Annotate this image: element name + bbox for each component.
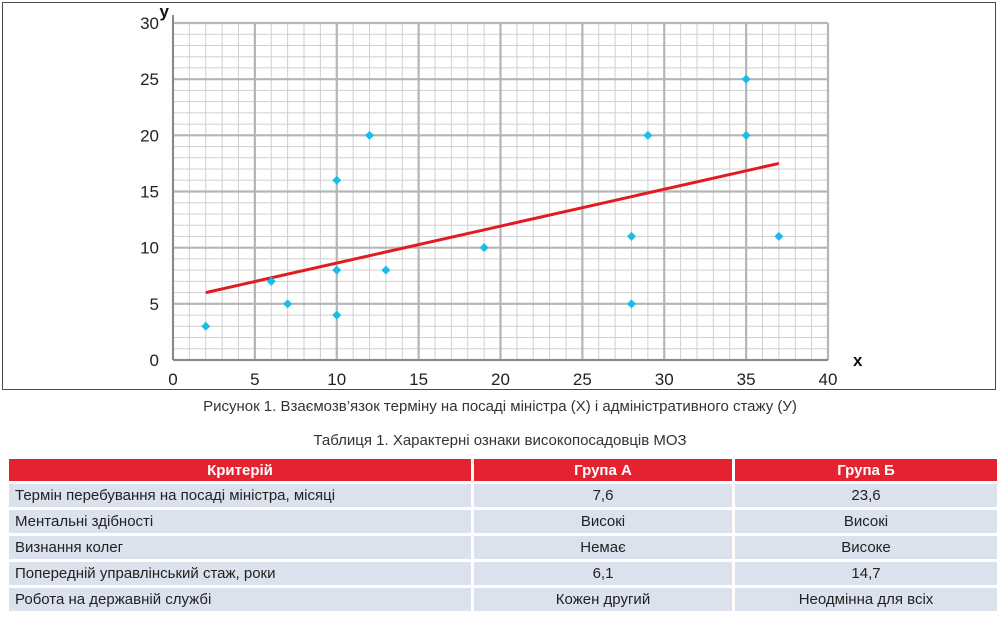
row-group-a: Немає (474, 536, 732, 559)
header-criterion: Критерій (9, 459, 471, 481)
header-group-a: Група А (474, 459, 732, 481)
header-group-b: Група Б (735, 459, 997, 481)
table-caption: Таблиця 1. Характерні ознаки високопосад… (313, 432, 687, 449)
row-group-b: Високі (735, 510, 997, 533)
table-row: Ментальні здібності Високі Високі (9, 510, 997, 533)
data-point (643, 130, 653, 140)
data-point (627, 299, 636, 309)
row-criterion: Визнання колег (9, 536, 471, 559)
table-row: Попередній управлінський стаж, роки 6,1 … (9, 562, 997, 585)
x-tick-label: 35 (737, 370, 756, 389)
y-tick-label: 10 (140, 239, 159, 258)
data-point (627, 231, 636, 241)
data-point (774, 231, 784, 241)
x-tick-label: 15 (409, 370, 428, 389)
x-axis-label: x (853, 351, 863, 370)
y-tick-label: 20 (140, 126, 159, 145)
row-criterion: Попередній управлінський стаж, роки (9, 562, 471, 585)
x-tick-label: 25 (573, 370, 592, 389)
data-point (332, 175, 342, 185)
x-tick-label: 20 (491, 370, 510, 389)
table-row: Робота на державній службі Кожен другий … (9, 588, 997, 611)
data-point (479, 243, 489, 253)
scatter-chart: 0 5 10 15 20 25 30 35 40 0 5 10 15 20 25 30 x y (140, 2, 863, 389)
data-point (332, 265, 342, 275)
row-group-a: 6,1 (474, 562, 732, 585)
row-group-a: Кожен другий (474, 588, 732, 611)
row-group-b: 23,6 (735, 484, 997, 507)
trend-line (205, 161, 780, 295)
table-row: Визнання колег Немає Високе (9, 536, 997, 559)
data-point (332, 310, 342, 320)
data-point (201, 321, 211, 331)
data-point (381, 265, 391, 275)
y-axis-label: y (160, 2, 170, 21)
y-tick-label: 0 (150, 351, 159, 370)
row-group-b: Високе (735, 536, 997, 559)
y-tick-label: 15 (140, 183, 159, 202)
criteria-table: Критерій Група А Група Б Термін перебува… (6, 456, 1000, 614)
row-criterion: Ментальні здібності (9, 510, 471, 533)
y-tick-label: 25 (140, 70, 159, 89)
data-point (283, 299, 293, 309)
y-tick-label: 30 (140, 14, 159, 33)
x-tick-label: 30 (655, 370, 674, 389)
x-tick-label: 0 (168, 370, 177, 389)
figure-caption: Рисунок 1. Взаємозв’язок терміну на поса… (203, 398, 797, 415)
data-point (365, 130, 374, 140)
data-point (741, 74, 751, 84)
x-tick-label: 40 (819, 370, 838, 389)
table-header-row: Критерій Група А Група Б (9, 459, 997, 481)
chart-frame (2, 2, 996, 390)
data-point (741, 130, 751, 140)
row-criterion: Термін перебування на посаді міністра, м… (9, 484, 471, 507)
x-tick-label: 5 (250, 370, 259, 389)
row-criterion: Робота на державній службі (9, 588, 471, 611)
data-point (266, 276, 276, 286)
row-group-b: Неодмінна для всіх (735, 588, 997, 611)
row-group-a: 7,6 (474, 484, 732, 507)
row-group-a: Високі (474, 510, 732, 533)
x-tick-label: 10 (327, 370, 346, 389)
row-group-b: 14,7 (735, 562, 997, 585)
y-tick-label: 5 (150, 295, 159, 314)
table-row: Термін перебування на посаді міністра, м… (9, 484, 997, 507)
